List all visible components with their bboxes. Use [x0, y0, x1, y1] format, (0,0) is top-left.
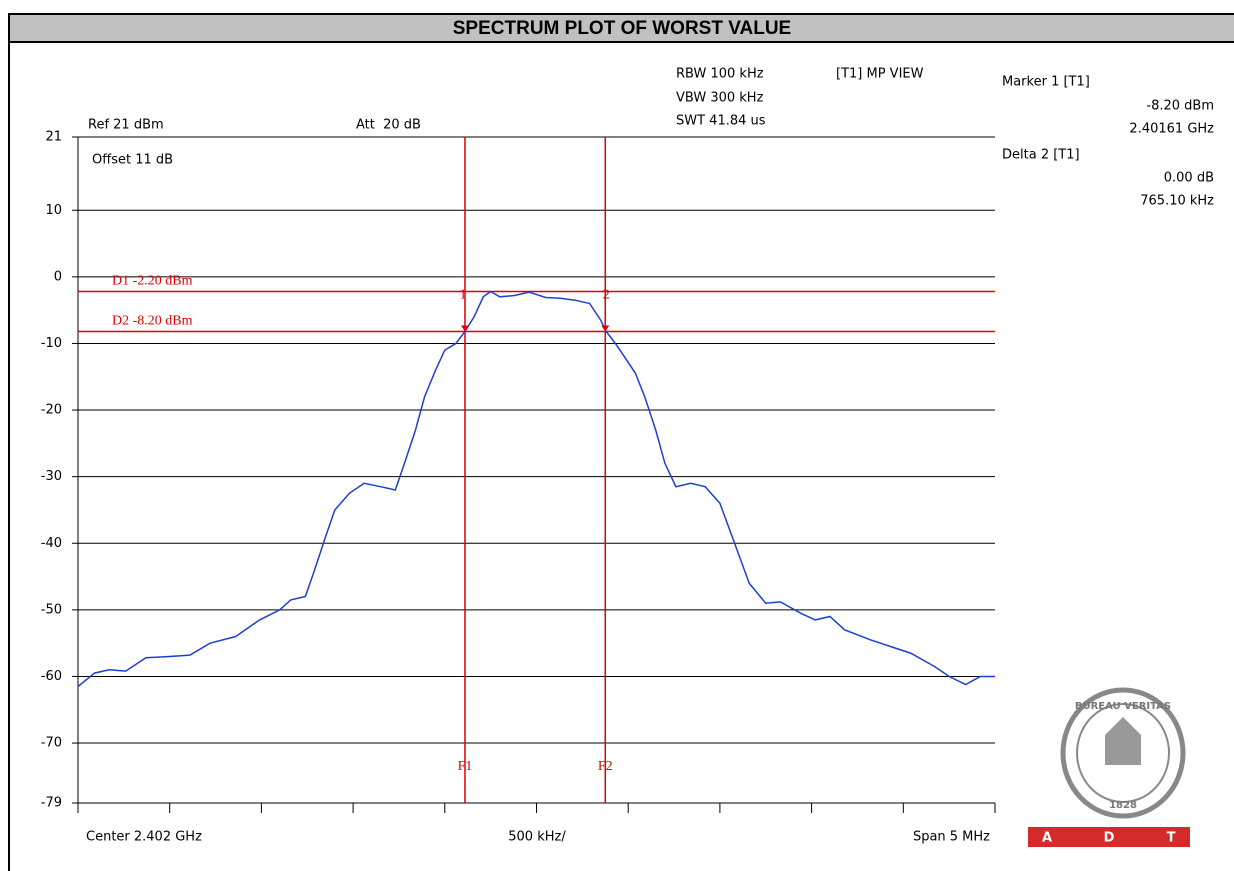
- swt: SWT 41.84 us: [676, 114, 766, 129]
- y-tick-label: -10: [41, 336, 62, 351]
- y-tick-label: -50: [41, 602, 62, 617]
- vbw: VBW 300 kHz: [676, 91, 764, 106]
- marker-panel: Delta 2 [T1]: [1002, 148, 1080, 163]
- trace: [77, 290, 995, 688]
- y-tick-label: -30: [41, 469, 62, 484]
- y-tick-label: -70: [41, 736, 62, 751]
- display-line-label: D2 -8.20 dBm: [112, 314, 193, 329]
- view: [T1] MP VIEW: [836, 67, 924, 82]
- marker-panel: 2.40161 GHz: [1129, 122, 1214, 137]
- marker-label: 1: [459, 288, 466, 303]
- chart-title: SPECTRUM PLOT OF WORST VALUE: [453, 18, 791, 39]
- y-tick-label: -40: [41, 536, 62, 551]
- marker-panel: -8.20 dBm: [1146, 99, 1214, 114]
- offset: Offset 11 dB: [92, 153, 173, 168]
- marker: [601, 325, 610, 332]
- logo-brand: A: [1042, 831, 1052, 846]
- display-line-label: D1 -2.20 dBm: [112, 274, 193, 289]
- y-tick-label: 0: [54, 269, 62, 284]
- marker-panel: 765.10 kHz: [1140, 194, 1214, 209]
- logo-figure: [1105, 717, 1141, 765]
- y-tick-label: 21: [45, 130, 62, 145]
- logo-brand: D: [1104, 831, 1115, 846]
- ref-level: Ref 21 dBm: [88, 118, 164, 133]
- marker: [460, 325, 469, 332]
- rbw: RBW 100 kHz: [676, 67, 764, 82]
- logo-name: BUREAU VERITAS: [1075, 701, 1171, 712]
- marker-label: 2: [603, 288, 610, 303]
- logo: BUREAU VERITAS 1828 A D T: [1028, 687, 1190, 847]
- marker-panel: Marker 1 [T1]: [1002, 75, 1090, 90]
- y-tick-label: -20: [41, 403, 62, 418]
- logo-ring: [1076, 703, 1170, 803]
- logo-year: 1828: [1109, 800, 1137, 811]
- logo-band: [1028, 827, 1190, 847]
- frequency-line-label: F1: [458, 759, 473, 774]
- marker-panel: 0.00 dB: [1164, 171, 1214, 186]
- logo-brand: T: [1167, 831, 1176, 846]
- frequency-line-label: F2: [598, 759, 613, 774]
- x-division-label: 500 kHz/: [508, 830, 566, 845]
- attenuation: Att 20 dB: [356, 118, 421, 133]
- y-tick-label: -60: [41, 669, 62, 684]
- y-tick-label: -79: [41, 796, 62, 811]
- x-span-label: Span 5 MHz: [913, 830, 990, 845]
- x-center-label: Center 2.402 GHz: [86, 830, 202, 845]
- y-tick-label: 10: [45, 203, 62, 218]
